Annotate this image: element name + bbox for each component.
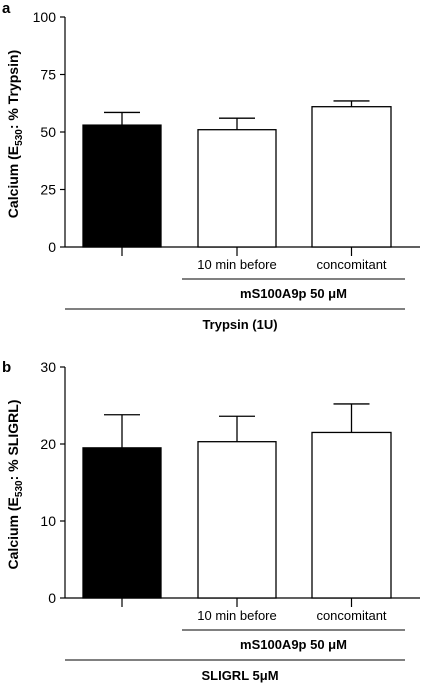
bar: [82, 447, 162, 599]
panel-a: a 0 25 50 75 100 Calcium (E530: % Trypsin) 10 …: [2, 0, 420, 332]
group-label-treatment: mS100A9p 50 μM: [240, 286, 347, 301]
y-tick-label: 50: [40, 124, 56, 140]
category-label: concomitant: [316, 608, 386, 623]
category-label: 10 min before: [197, 608, 277, 623]
y-tick-label: 10: [40, 513, 56, 529]
y-tick-label: 100: [33, 9, 57, 25]
category-label: concomitant: [316, 257, 386, 272]
bar: [311, 431, 392, 599]
bar: [82, 124, 162, 248]
y-tick-label: 75: [40, 67, 56, 83]
category-label: 10 min before: [197, 257, 277, 272]
y-axis-label: Calcium (E530: % SLIGRL): [5, 400, 25, 570]
y-tick-label: 25: [40, 182, 56, 198]
y-tick-label: 30: [40, 359, 56, 375]
panel-label-a: a: [2, 0, 11, 17]
bar: [311, 106, 392, 248]
bar: [197, 441, 277, 599]
y-tick-label: 0: [48, 590, 56, 606]
y-tick-label: 20: [40, 436, 56, 452]
y-tick-label: 0: [48, 239, 56, 255]
panel-b: b 0 10 20 30 Calcium (E530: % SLIGRL) 10 min …: [2, 359, 420, 683]
group-label-agonist: Trypsin (1U): [202, 317, 277, 332]
y-axis-label: Calcium (E530: % Trypsin): [5, 50, 25, 218]
bar: [197, 129, 277, 248]
panel-label-b: b: [2, 359, 11, 376]
group-label-treatment: mS100A9p 50 μM: [240, 637, 347, 652]
group-label-agonist: SLIGRL 5μM: [201, 668, 278, 683]
